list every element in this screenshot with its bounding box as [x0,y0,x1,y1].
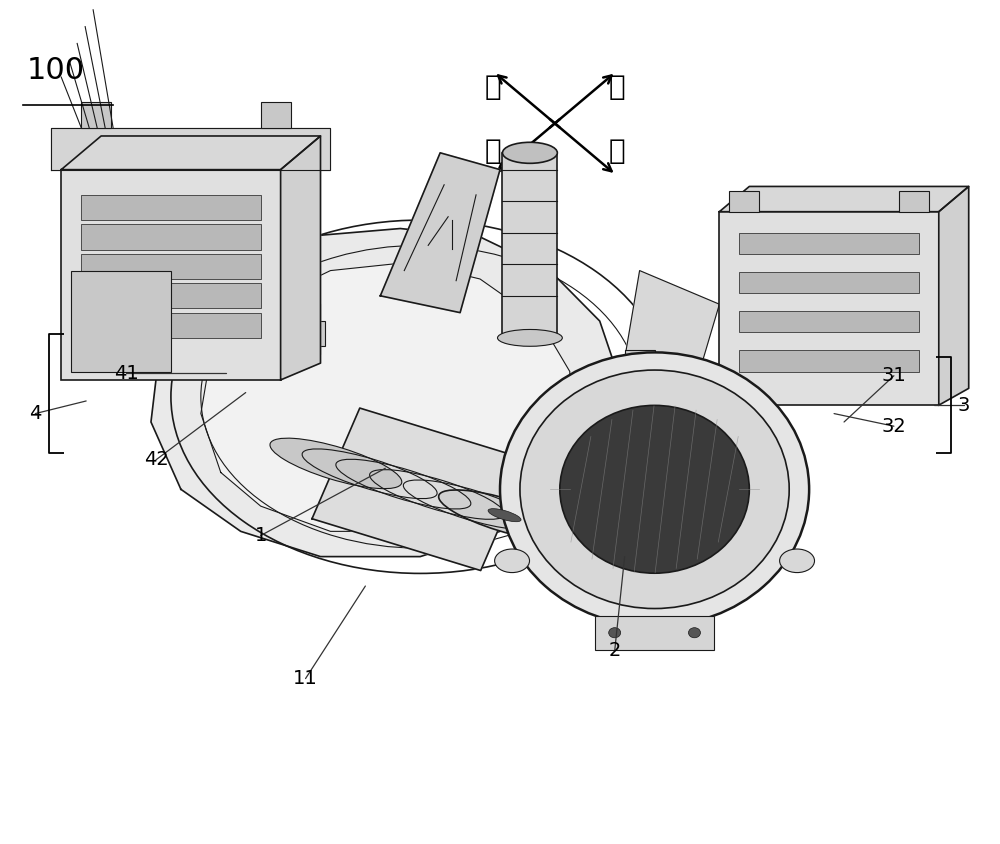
Text: 左: 左 [485,137,501,165]
Polygon shape [719,187,969,212]
Ellipse shape [488,509,521,522]
Ellipse shape [520,370,789,609]
Text: 32: 32 [882,417,906,436]
Bar [595,616,714,650]
Text: 4: 4 [29,404,41,423]
Bar [81,225,261,250]
Text: 31: 31 [882,366,906,385]
Bar [81,102,111,127]
Ellipse shape [439,490,570,540]
Bar [739,233,919,254]
Text: 1: 1 [254,526,267,545]
Ellipse shape [609,628,621,638]
Polygon shape [620,271,719,388]
Ellipse shape [688,628,700,638]
Polygon shape [51,127,330,170]
Bar [81,312,261,338]
Text: 右: 右 [608,73,625,101]
Bar [296,321,325,346]
Bar [71,271,171,371]
Bar [719,212,939,405]
Ellipse shape [560,405,749,573]
Text: 42: 42 [144,451,168,469]
Bar [625,350,655,376]
Polygon shape [151,229,620,556]
Polygon shape [201,262,570,532]
Bar [899,191,929,212]
Text: 后: 后 [485,73,501,101]
Bar [739,311,919,333]
Polygon shape [281,136,320,380]
Bar [739,350,919,371]
Polygon shape [241,271,320,354]
Ellipse shape [780,549,815,572]
Text: 100: 100 [26,56,84,85]
Bar [739,272,919,293]
Polygon shape [380,153,500,312]
Ellipse shape [495,549,530,572]
Text: 3: 3 [958,396,970,414]
Polygon shape [939,187,969,405]
Polygon shape [61,136,320,170]
Text: 前: 前 [608,137,625,165]
Bar [502,153,557,338]
Bar [81,284,261,308]
Ellipse shape [502,143,557,164]
Ellipse shape [500,353,809,626]
Polygon shape [312,408,528,571]
Text: 2: 2 [608,641,621,660]
Text: 11: 11 [293,669,318,688]
Text: 41: 41 [114,364,138,382]
Bar [261,102,291,127]
Bar [81,254,261,279]
Bar [61,170,281,380]
Ellipse shape [498,329,562,346]
Ellipse shape [270,438,402,489]
Bar [81,195,261,220]
Bar [729,191,759,212]
